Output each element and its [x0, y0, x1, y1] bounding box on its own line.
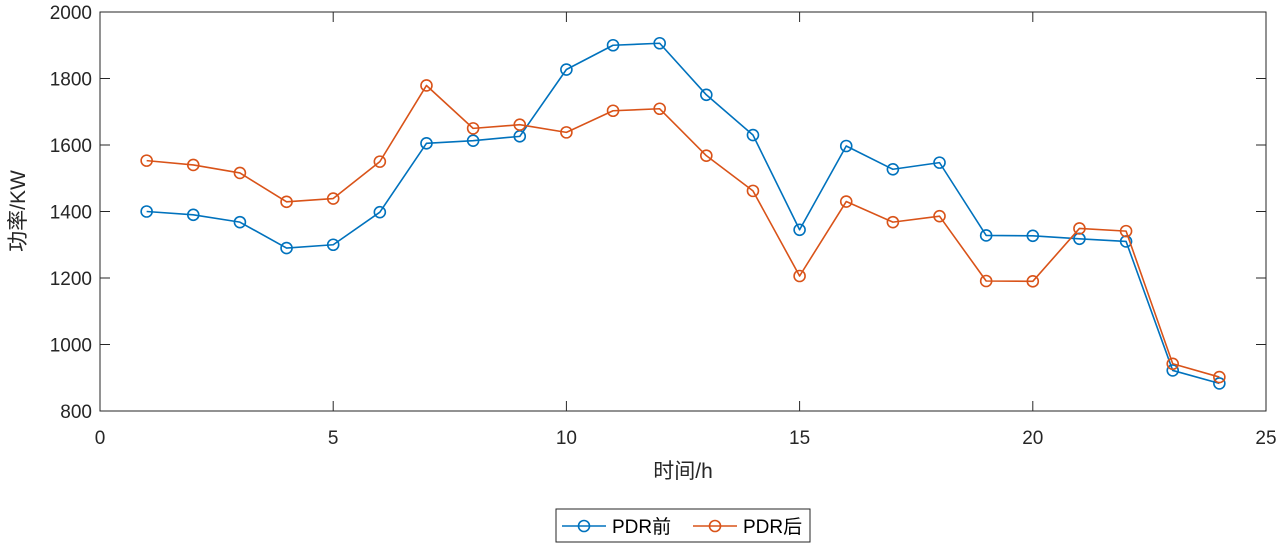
data-point: [373, 205, 387, 219]
legend-label: PDR前: [612, 516, 671, 538]
data-point: [140, 205, 153, 218]
data-point: [140, 154, 153, 167]
data-point: [979, 229, 993, 242]
data-point: [746, 184, 760, 198]
data-point: [420, 79, 433, 92]
data-point: [466, 122, 480, 135]
y-axis-title: 功率/KW: [7, 170, 30, 252]
series-line: [146, 84, 1220, 378]
data-point: [513, 118, 527, 132]
data-point: [793, 269, 806, 283]
y-tick-label: 1000: [50, 336, 92, 357]
data-point: [186, 208, 200, 222]
data-point: [886, 215, 900, 229]
data-point: [1026, 229, 1040, 243]
data-point: [326, 192, 340, 205]
data-point: [653, 36, 666, 50]
legend: PDR前 PDR后: [555, 508, 811, 543]
x-tick-label: 10: [556, 428, 577, 449]
legend-label: PDR后: [743, 516, 802, 538]
data-point: [1026, 275, 1040, 288]
data-point: [1073, 222, 1086, 235]
data-point: [886, 162, 900, 176]
data-point: [560, 126, 573, 139]
data-point: [233, 166, 247, 180]
data-point: [1213, 370, 1226, 384]
axes: 0 5 10 15 20 25 800 1000 1200 1400 1600 1800 2000: [50, 3, 1277, 449]
x-tick-label: 0: [95, 428, 106, 449]
plot-area: [99, 11, 1267, 412]
y-tick-label: 1400: [50, 203, 92, 224]
x-tick-label: 25: [1255, 428, 1276, 449]
y-tick-label: 800: [60, 402, 92, 423]
x-axis-title: 时间/h: [653, 460, 713, 483]
legend-marker: [708, 519, 722, 533]
legend-marker: [577, 519, 591, 533]
data-point: [700, 149, 713, 162]
y-tick-label: 1200: [50, 269, 92, 290]
data-point: [280, 241, 293, 255]
data-point: [233, 215, 247, 229]
data-point: [606, 38, 620, 52]
data-point: [420, 137, 433, 150]
data-point: [653, 102, 666, 116]
data-point: [186, 158, 200, 172]
x-tick-label: 15: [789, 428, 810, 449]
data-point: [839, 195, 853, 208]
y-tick-label: 2000: [50, 3, 92, 24]
data-point: [979, 274, 993, 288]
data-point: [1166, 357, 1180, 371]
x-tick-label: 5: [328, 428, 339, 449]
data-point: [326, 238, 340, 252]
data-point: [606, 104, 620, 118]
data-point: [1166, 364, 1180, 377]
data-point: [793, 223, 806, 237]
legend-item: PDR后: [693, 516, 802, 538]
data-point: [839, 139, 853, 153]
data-point: [373, 155, 387, 168]
data-point: [560, 63, 573, 76]
data-point: [280, 195, 293, 209]
legend-item: PDR前: [562, 516, 671, 538]
data-point: [700, 88, 713, 102]
data-point: [933, 156, 946, 169]
data-point: [466, 134, 480, 147]
y-tick-label: 1600: [50, 136, 92, 157]
series-line: [146, 42, 1220, 385]
data-point: [1213, 377, 1226, 390]
series-layer: [140, 36, 1226, 390]
y-tick-label: 1800: [50, 70, 92, 91]
series-2: [140, 79, 1226, 384]
x-tick-label: 20: [1022, 428, 1043, 449]
data-point: [933, 209, 946, 223]
data-point: [746, 128, 760, 142]
series-1: [140, 36, 1226, 390]
data-point: [1119, 224, 1133, 238]
